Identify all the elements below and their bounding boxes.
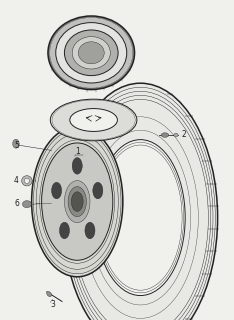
Ellipse shape (68, 187, 86, 217)
Ellipse shape (22, 201, 31, 208)
Ellipse shape (96, 140, 185, 296)
Ellipse shape (174, 133, 178, 137)
Ellipse shape (72, 158, 82, 174)
Ellipse shape (78, 42, 104, 64)
Ellipse shape (64, 30, 118, 76)
Ellipse shape (24, 178, 29, 183)
Ellipse shape (59, 222, 69, 239)
Ellipse shape (70, 108, 117, 132)
Ellipse shape (56, 23, 127, 83)
Ellipse shape (72, 36, 110, 69)
Ellipse shape (71, 192, 83, 212)
Text: 5: 5 (14, 141, 19, 150)
Text: 4: 4 (14, 176, 19, 185)
Ellipse shape (32, 126, 123, 277)
Ellipse shape (161, 133, 169, 137)
Ellipse shape (22, 176, 32, 186)
Ellipse shape (51, 182, 62, 199)
Ellipse shape (63, 83, 218, 320)
Text: 1: 1 (75, 147, 80, 156)
Ellipse shape (85, 222, 95, 239)
Ellipse shape (50, 99, 137, 141)
Ellipse shape (48, 16, 135, 90)
Ellipse shape (64, 180, 90, 223)
Ellipse shape (47, 292, 51, 297)
Text: 2: 2 (181, 130, 186, 139)
Text: 3: 3 (50, 300, 55, 308)
Text: 6: 6 (14, 199, 19, 208)
Ellipse shape (93, 182, 103, 199)
Ellipse shape (42, 143, 113, 260)
Circle shape (13, 139, 19, 148)
